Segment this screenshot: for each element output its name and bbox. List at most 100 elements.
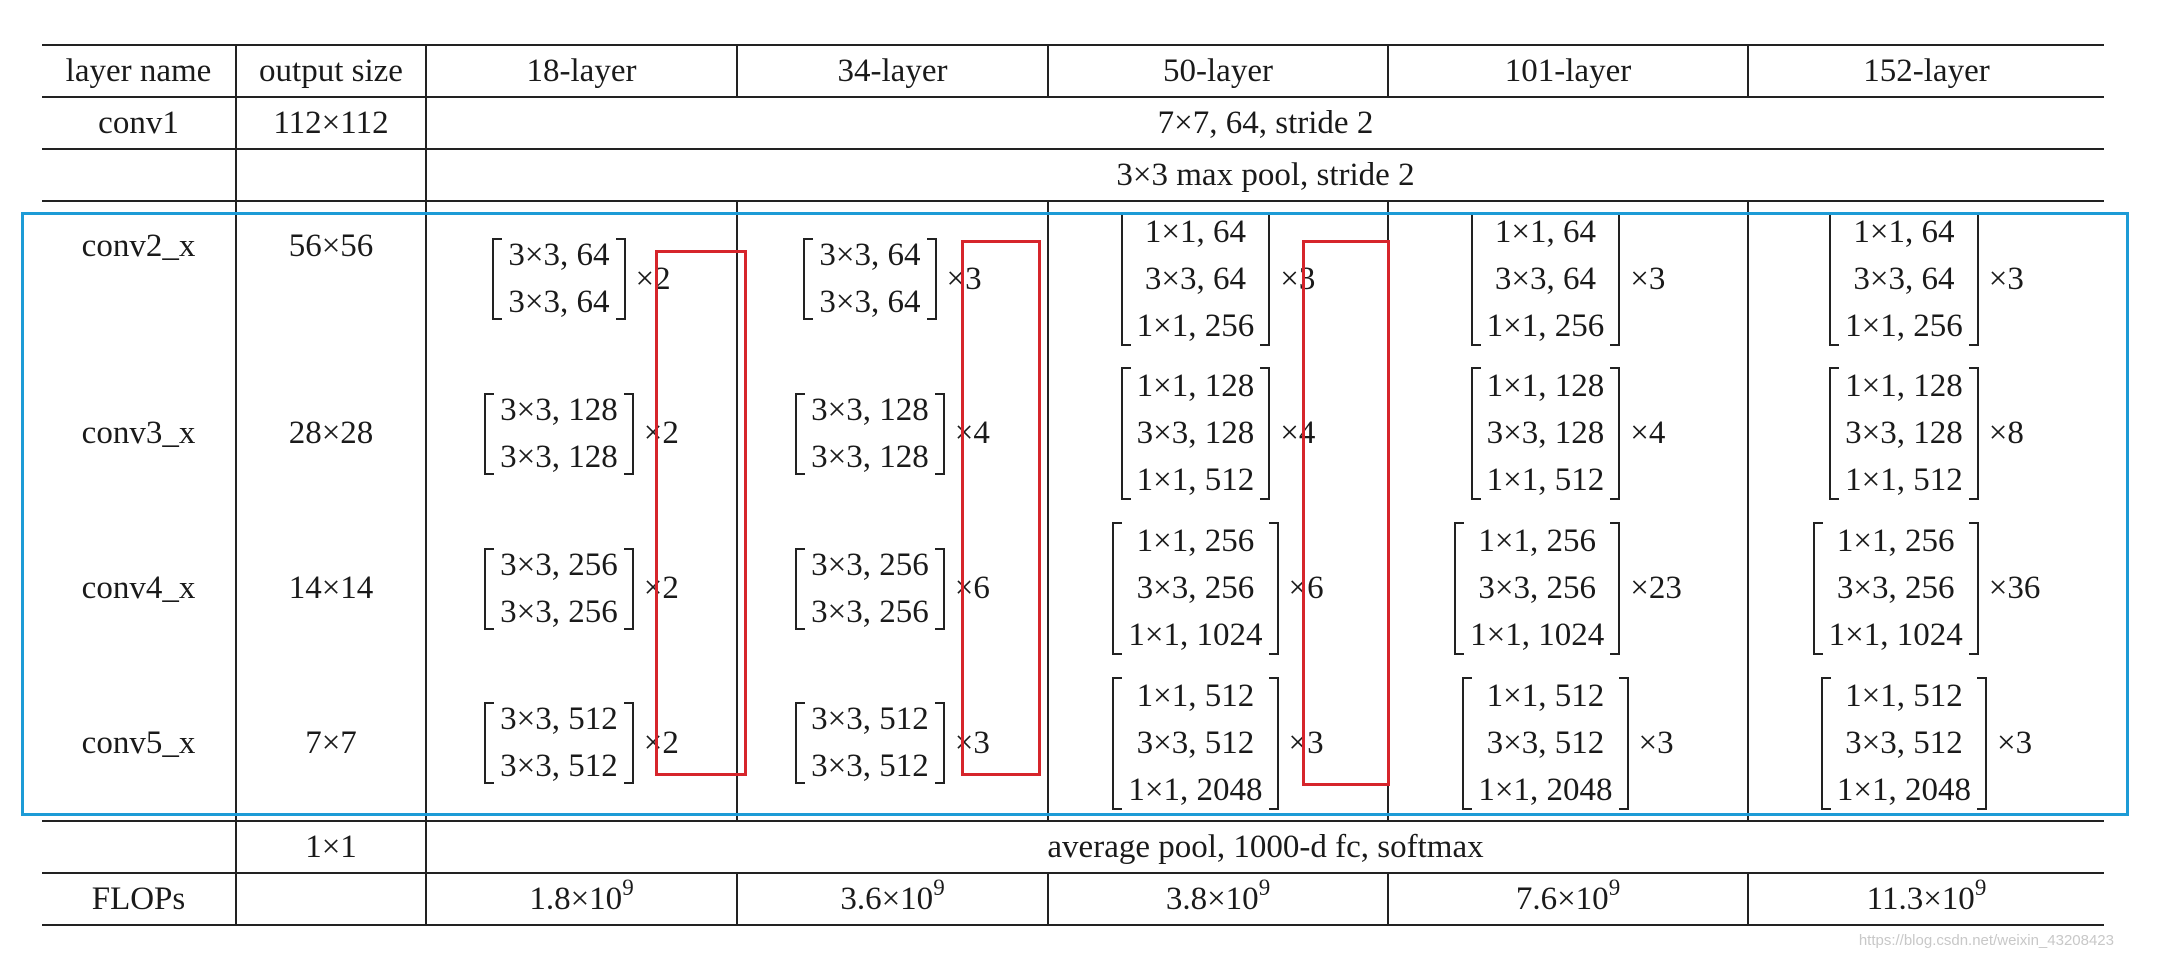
block-line: 3×3, 64 <box>1853 260 1955 297</box>
flops-exponent: 9 <box>1258 874 1271 900</box>
block-matrix: 3×3, 64 3×3, 64 ×3 <box>803 232 982 326</box>
bracket-matrix: 1×1, 128 3×3, 128 1×1, 512 <box>1829 363 1979 504</box>
block-cell: 1×1, 128 3×3, 128 1×1, 512 ×4 <box>1047 356 1388 511</box>
block-cell: 3×3, 64 3×3, 64 ×3 <box>736 200 1048 356</box>
repeat-count: ×2 <box>635 260 671 297</box>
repeat-count: ×4 <box>1280 415 1316 451</box>
bracket-matrix: 3×3, 128 3×3, 128 <box>484 387 634 481</box>
header-layer-name: layer name <box>42 44 236 98</box>
block-line: 3×3, 64 <box>1144 260 1246 297</box>
block-line: 3×3, 512 <box>1486 724 1605 761</box>
header-34-layer: 34-layer <box>736 44 1048 98</box>
block-line: 1×1, 2048 <box>1478 771 1613 808</box>
block-line: 3×3, 512 <box>811 748 929 784</box>
repeat-count: ×4 <box>1630 415 1666 451</box>
block-matrix: 3×3, 256 3×3, 256 ×6 <box>795 542 990 636</box>
block-line: 1×1, 64 <box>1494 213 1596 250</box>
flops-exponent: 9 <box>1608 874 1621 900</box>
block-matrix: 1×1, 128 3×3, 128 1×1, 512 ×4 <box>1470 363 1666 504</box>
block-line: 1×1, 256 <box>1136 307 1255 344</box>
conv1-row: conv1 112×112 7×7, 64, stride 2 <box>42 97 2104 150</box>
maxpool-spec: 3×3 max pool, stride 2 <box>425 149 2104 202</box>
bracket-matrix: 3×3, 512 3×3, 512 <box>795 696 945 790</box>
bracket-matrix: 3×3, 512 3×3, 512 <box>484 696 634 790</box>
flops-empty <box>235 873 426 926</box>
flops-exponent: 9 <box>622 874 634 900</box>
repeat-count: ×23 <box>1630 570 1682 606</box>
stage-output: 14×14 <box>235 511 426 666</box>
block-cell: 1×1, 256 3×3, 256 1×1, 1024 ×36 <box>1747 511 2104 666</box>
watermark: https://blog.csdn.net/weixin_43208423 <box>1858 932 2114 949</box>
block-line: 3×3, 256 <box>1136 570 1255 606</box>
flops-mantissa: 11.3×10 <box>1866 880 1975 917</box>
block-cell: 1×1, 64 3×3, 64 1×1, 256 ×3 <box>1747 200 2104 356</box>
flops-mantissa: 3.6×10 <box>840 880 934 917</box>
block-line: 1×1, 512 <box>1845 462 1963 498</box>
block-line: 3×3, 64 <box>819 237 921 273</box>
flops-value: 11.3×109 <box>1747 873 2104 926</box>
block-line: 1×1, 1024 <box>1828 617 1963 653</box>
block-line: 3×3, 512 <box>811 701 929 737</box>
block-line: 1×1, 512 <box>1136 462 1255 498</box>
block-line: 3×3, 128 <box>500 391 618 428</box>
stage-output: 56×56 <box>235 200 426 356</box>
conv1-name: conv1 <box>42 97 236 150</box>
bracket-matrix: 1×1, 512 3×3, 512 1×1, 2048 <box>1820 673 1988 814</box>
block-matrix: 1×1, 64 3×3, 64 1×1, 256 ×3 <box>1829 209 2024 350</box>
repeat-count: ×3 <box>1280 260 1316 297</box>
flops-label: FLOPs <box>42 873 236 926</box>
stage-row: conv4_x 14×14 3×3, 256 3×3, 256 ×2 3×3, 256 3×… <box>42 511 2104 666</box>
block-line: 3×3, 512 <box>500 748 618 784</box>
repeat-count: ×6 <box>1288 570 1324 606</box>
conv1-spec: 7×7, 64, stride 2 <box>425 97 2104 150</box>
bracket-matrix: 1×1, 64 3×3, 64 1×1, 256 <box>1470 209 1621 350</box>
block-line: 1×1, 128 <box>1486 368 1605 404</box>
bracket-matrix: 3×3, 256 3×3, 256 <box>484 542 634 636</box>
block-matrix: 3×3, 256 3×3, 256 ×2 <box>484 542 679 636</box>
avgpool-row: 1×1 average pool, 1000-d fc, softmax <box>42 820 2104 874</box>
bracket-matrix: 1×1, 256 3×3, 256 1×1, 1024 <box>1454 518 1621 659</box>
bracket-matrix: 1×1, 512 3×3, 512 1×1, 2048 <box>1112 673 1279 814</box>
block-line: 1×1, 64 <box>1853 213 1955 250</box>
block-cell: 1×1, 64 3×3, 64 1×1, 256 ×3 <box>1047 200 1388 356</box>
bracket-matrix: 3×3, 256 3×3, 256 <box>795 542 945 636</box>
block-line: 1×1, 256 <box>1845 307 1963 344</box>
stage-row: conv5_x 7×7 3×3, 512 3×3, 512 ×2 3×3, 512 3×3,… <box>42 666 2104 821</box>
block-line: 1×1, 256 <box>1486 307 1605 344</box>
block-line: 1×1, 64 <box>1144 213 1246 250</box>
header-18-layer: 18-layer <box>425 44 737 98</box>
maxpool-name <box>42 149 236 202</box>
block-cell: 3×3, 512 3×3, 512 ×3 <box>736 666 1048 821</box>
flops-value: 3.6×109 <box>736 873 1048 926</box>
block-line: 3×3, 128 <box>500 438 618 475</box>
stage-name: conv2_x <box>42 200 236 356</box>
bracket-matrix: 1×1, 128 3×3, 128 1×1, 512 <box>1120 363 1271 504</box>
block-cell: 1×1, 128 3×3, 128 1×1, 512 ×4 <box>1387 356 1748 511</box>
flops-row: FLOPs 1.8×109 3.6×109 3.8×109 7.6×109 11.3×1… <box>42 873 2104 926</box>
header-50-layer: 50-layer <box>1047 44 1388 98</box>
bracket-matrix: 3×3, 64 3×3, 64 <box>492 232 626 326</box>
block-line: 3×3, 64 <box>819 284 921 320</box>
repeat-count: ×3 <box>1288 724 1324 761</box>
block-line: 3×3, 512 <box>1136 724 1255 761</box>
block-matrix: 1×1, 512 3×3, 512 1×1, 2048 ×3 <box>1112 673 1324 814</box>
block-line: 1×1, 1024 <box>1128 617 1263 653</box>
block-line: 3×3, 128 <box>1136 415 1255 451</box>
block-cell: 3×3, 128 3×3, 128 ×4 <box>736 356 1048 511</box>
block-matrix: 3×3, 128 3×3, 128 ×4 <box>795 387 990 481</box>
block-matrix: 1×1, 256 3×3, 256 1×1, 1024 ×23 <box>1454 518 1682 659</box>
avgpool-spec: average pool, 1000-d fc, softmax <box>425 820 2104 874</box>
block-line: 3×3, 256 <box>500 593 618 630</box>
block-matrix: 1×1, 256 3×3, 256 1×1, 1024 ×6 <box>1112 518 1324 659</box>
block-matrix: 1×1, 64 3×3, 64 1×1, 256 ×3 <box>1470 209 1665 350</box>
block-matrix: 1×1, 128 3×3, 128 1×1, 512 ×8 <box>1829 363 2024 504</box>
bracket-matrix: 1×1, 64 3×3, 64 1×1, 256 <box>1829 209 1979 350</box>
block-matrix: 3×3, 512 3×3, 512 ×2 <box>484 696 679 790</box>
block-matrix: 1×1, 256 3×3, 256 1×1, 1024 ×36 <box>1812 518 2040 659</box>
block-line: 3×3, 128 <box>811 438 929 475</box>
repeat-count: ×2 <box>643 570 679 606</box>
flops-value: 3.8×109 <box>1047 873 1388 926</box>
bracket-matrix: 3×3, 64 3×3, 64 <box>803 232 937 326</box>
maxpool-output <box>235 149 426 202</box>
block-matrix: 3×3, 512 3×3, 512 ×3 <box>795 696 990 790</box>
